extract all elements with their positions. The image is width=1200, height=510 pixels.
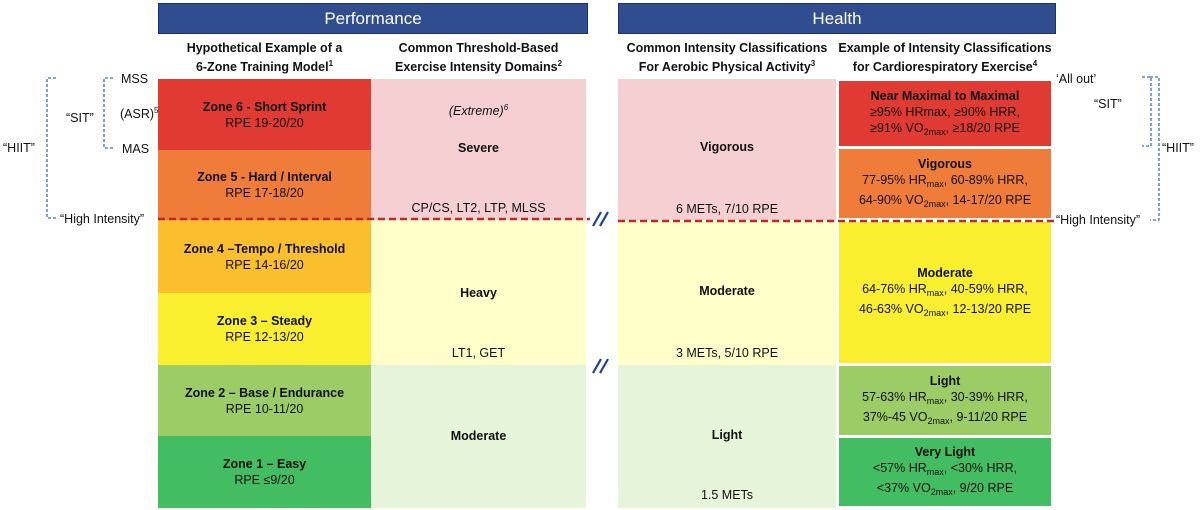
zone-title: Zone 4 –Tempo / Threshold (183, 241, 346, 256)
aerobic-vigorous-label: Vigorous (700, 140, 754, 154)
hiit-label-left: “HIIT” (3, 141, 35, 155)
health-banner: Health (618, 3, 1056, 34)
cardio-light: Light 57-63% HRmax, 30-39% HRR, 37%-45 V… (838, 365, 1052, 436)
high-intensity-label-left: “High Intensity” (60, 212, 145, 226)
zone-4: Zone 4 –Tempo / Threshold RPE 14-16/20 (158, 220, 371, 293)
cardio-moderate: Moderate 64-76% HRmax, 40-59% HRR, 46-63… (838, 221, 1052, 364)
cardio-line: 64-76% HRmax, 40-59% HRR, (862, 281, 1028, 298)
heavy-thresholds: LT1, GET (451, 346, 506, 360)
header-aerobic-activity: Common Intensity Classifications For Aer… (618, 40, 836, 75)
header-training-model: Hypothetical Example of a 6-Zone Trainin… (158, 40, 371, 75)
axis-break-mark (592, 358, 609, 374)
health-label: Health (812, 8, 862, 28)
aerobic-vigorous-mets: 6 METs, 7/10 RPE (675, 202, 779, 216)
cardio-line: 77-95% HRmax, 60-89% HRR, (862, 172, 1028, 189)
aerobic-moderate: Moderate 3 METs, 5/10 RPE (618, 220, 836, 365)
aerobic-light-label: Light (711, 428, 743, 442)
cardio-title: Light (929, 373, 961, 388)
cardio-very-light: Very Light <57% HRmax, <30% HRR, <37% VO… (838, 437, 1052, 507)
header-cardio-exercise: Example of Intensity Classifications for… (836, 40, 1054, 75)
header-line: Exercise Intensity Domains2 (394, 59, 563, 74)
header-line: 6-Zone Training Model1 (195, 59, 334, 74)
mas-label: MAS (122, 142, 150, 156)
all-out-label: ‘All out’ (1056, 72, 1097, 86)
axis-break-mark (592, 211, 609, 227)
cardio-line: 57-63% HRmax, 30-39% HRR, (862, 389, 1028, 406)
zone-rpe: RPE 12-13/20 (225, 330, 304, 344)
hiit-bracket-right (1150, 76, 1160, 221)
cardio-line: <37% VO2max, 9/20 RPE (876, 481, 1014, 497)
sit-bracket-left (103, 77, 113, 149)
zone-rpe: RPE 14-16/20 (225, 257, 304, 272)
header-intensity-domains: Common Threshold-Based Exercise Intensit… (371, 40, 586, 75)
zone-3: Zone 3 – Steady RPE 12-13/20 (158, 293, 371, 365)
zone-title: Zone 6 - Short Sprint (202, 99, 327, 114)
header-line: Hypothetical Example of a (186, 41, 343, 55)
zone-6: Zone 6 - Short Sprint RPE 19-20/20 (158, 79, 371, 150)
zone-title: Zone 5 - Hard / Interval (197, 170, 332, 184)
cardio-line: 64-90% VO2max, 14-17/20 RPE (858, 192, 1032, 209)
zone-2: Zone 2 – Base / Endurance RPE 10-11/20 (158, 365, 371, 436)
sit-label-left: “SIT” (66, 111, 94, 125)
domain-severe-label: Severe (457, 141, 499, 155)
aerobic-vigorous: Vigorous 6 METs, 7/10 RPE (618, 79, 836, 220)
zone-title: Zone 3 – Steady (216, 314, 313, 328)
domain-heavy-label: Heavy (460, 286, 497, 300)
domain-moderate: Moderate (371, 365, 586, 508)
header-line: Common Intensity Classifications (626, 41, 828, 55)
zone-rpe: RPE 17-18/20 (225, 186, 304, 200)
cardio-title: Vigorous (918, 156, 972, 171)
zone-title: Zone 1 – Easy (222, 457, 307, 471)
header-line: For Aerobic Physical Activity3 (638, 59, 816, 74)
cardio-title: Near Maximal to Maximal (870, 88, 1020, 103)
header-line: Common Threshold-Based (398, 41, 559, 55)
cardio-line: ≥91% VO2max, ≥18/20 RPE (870, 120, 1020, 137)
severe-thresholds: CP/CS, LT2, LTP, MLSS (411, 201, 546, 215)
asr-label: (ASR)5 (120, 106, 159, 121)
zone-rpe: RPE 19-20/20 (225, 115, 304, 130)
cardio-line: <57% HRmax, <30% HRR, (872, 461, 1018, 477)
performance-banner: Performance (158, 3, 588, 34)
aerobic-moderate-mets: 3 METs, 5/10 RPE (675, 346, 779, 360)
cardio-line: 46-63% VO2max, 12-13/20 RPE (858, 301, 1032, 318)
performance-label: Performance (324, 8, 422, 28)
cardio-line: 37%-45 VO2max, 9-11/20 RPE (862, 409, 1028, 426)
domain-extreme-label: (Extreme)6 (448, 103, 509, 118)
aerobic-light-mets: 1.5 METs (700, 488, 754, 502)
header-line: Example of Intensity Classifications (838, 41, 1052, 55)
cardio-line: ≥95% HRmax, ≥90% HRR, (870, 104, 1020, 119)
zone-rpe: RPE 10-11/20 (225, 401, 304, 416)
zone-title: Zone 2 – Base / Endurance (184, 385, 345, 400)
aerobic-light: Light 1.5 METs (618, 365, 836, 508)
domain-severe: (Extreme)6 Severe CP/CS, LT2, LTP, MLSS (371, 79, 586, 220)
zone-5: Zone 5 - Hard / Interval RPE 17-18/20 (158, 150, 371, 220)
mss-label: MSS (121, 72, 149, 86)
hiit-label-right: “HIIT” (1162, 141, 1194, 155)
zone-rpe: RPE ≤9/20 (234, 473, 295, 487)
cardio-vigorous: Vigorous 77-95% HRmax, 60-89% HRR, 64-90… (838, 148, 1052, 219)
high-intensity-label-right: “High Intensity” (1056, 213, 1141, 227)
sit-label-right: “SIT” (1094, 97, 1122, 111)
aerobic-moderate-label: Moderate (699, 284, 755, 298)
domain-heavy: Heavy LT1, GET (371, 220, 586, 365)
zone-1: Zone 1 – Easy RPE ≤9/20 (158, 436, 371, 508)
cardio-title: Moderate (917, 265, 973, 280)
domain-moderate-label: Moderate (450, 429, 507, 443)
header-line: for Cardiorespiratory Exercise4 (852, 59, 1038, 74)
cardio-title: Very Light (914, 445, 976, 459)
sit-bracket-right (1142, 76, 1152, 147)
hiit-bracket-left (46, 77, 56, 219)
cardio-near-maximal: Near Maximal to Maximal ≥95% HRmax, ≥90%… (838, 80, 1052, 147)
